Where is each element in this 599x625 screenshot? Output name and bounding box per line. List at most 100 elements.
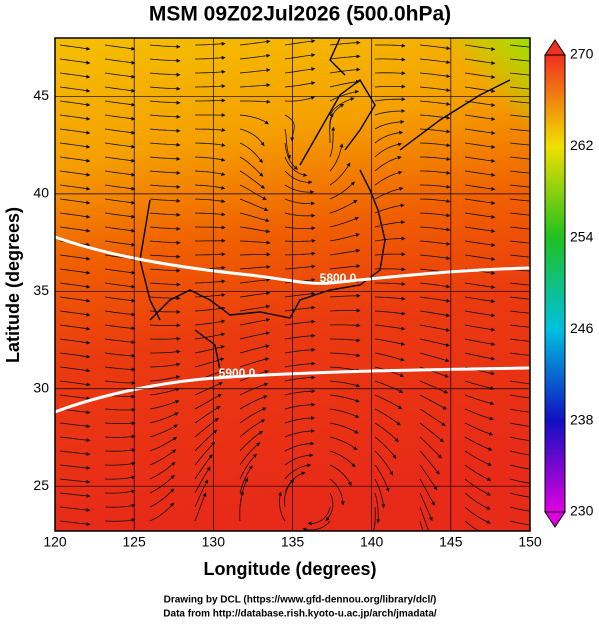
streamline (104, 434, 136, 439)
streamline (239, 264, 271, 270)
streamline (149, 400, 180, 410)
streamline (104, 296, 136, 303)
streamline (374, 394, 403, 410)
streamline (464, 184, 496, 191)
streamline (284, 198, 316, 206)
streamline (104, 366, 136, 372)
streamline (104, 212, 136, 219)
streamline (509, 282, 530, 286)
streamline (374, 71, 406, 76)
streamline (374, 338, 406, 346)
streamline (149, 170, 181, 175)
streamline (284, 463, 312, 480)
streamline (104, 282, 136, 289)
streamline (239, 114, 269, 125)
streamline (464, 394, 495, 406)
streamline (194, 417, 219, 438)
streamline (104, 461, 136, 466)
streamline (329, 143, 344, 172)
streamline (59, 212, 91, 219)
streamline (149, 198, 181, 203)
coastline (139, 38, 511, 371)
streamline (329, 79, 361, 88)
streamline (239, 156, 264, 177)
x-tick-label: 150 (518, 534, 542, 550)
streamline (509, 408, 530, 413)
streamline (329, 408, 360, 418)
streamline (374, 324, 406, 331)
streamline (509, 128, 530, 132)
streamline (329, 67, 361, 74)
contour-label: 5900.0 (219, 366, 256, 380)
streamline (464, 478, 491, 496)
streamline (239, 407, 267, 424)
streamline (104, 475, 136, 480)
streamline (419, 450, 440, 475)
streamline (284, 142, 299, 170)
streamline (194, 332, 226, 340)
y-tick-label: 40 (33, 185, 49, 201)
streamline (149, 323, 181, 328)
streamline (509, 324, 530, 328)
streamline (194, 212, 226, 217)
streamline (59, 436, 91, 443)
x-tick-label: 140 (360, 534, 384, 550)
streamline (239, 252, 271, 257)
streamline (194, 142, 226, 147)
streamline (419, 58, 451, 65)
streamline (509, 240, 530, 244)
streamline (419, 422, 444, 443)
streamline (329, 54, 361, 60)
streamline (329, 126, 336, 158)
streamline (419, 212, 451, 218)
streamline (149, 424, 178, 438)
streamline (149, 86, 181, 91)
colorbar (544, 54, 566, 513)
streamline (329, 436, 358, 450)
streamline (374, 408, 401, 426)
streamline (59, 268, 91, 275)
streamline (104, 310, 136, 317)
streamline (284, 53, 316, 60)
streamline (464, 380, 495, 391)
streamline (374, 84, 406, 89)
streamline (149, 268, 181, 273)
streamline (239, 490, 244, 522)
streamline (239, 170, 265, 189)
streamline (284, 81, 316, 88)
x-tick-label: 135 (281, 534, 305, 550)
streamline (239, 291, 271, 298)
streamline (374, 310, 406, 316)
streamline (239, 357, 270, 368)
streamline (284, 333, 316, 340)
streamline (104, 184, 136, 191)
streamline (373, 520, 376, 531)
streamline (509, 506, 530, 512)
colorbar-tick-label: 230 (570, 503, 594, 519)
streamline (464, 324, 496, 332)
streamline (104, 156, 136, 163)
streamline (374, 109, 406, 116)
streamline (374, 236, 406, 242)
streamline (59, 338, 91, 345)
streamline (464, 464, 492, 481)
plot-area: 5800.0 5900.0 (55, 38, 530, 531)
streamline (284, 212, 316, 218)
streamline (284, 429, 315, 438)
contour (55, 366, 530, 414)
streamline (509, 422, 530, 427)
streamline (59, 72, 91, 79)
streamline (509, 72, 530, 76)
streamline (374, 142, 403, 158)
streamline (464, 436, 493, 451)
streamline (149, 226, 181, 231)
streamline (464, 44, 496, 51)
streamline (419, 352, 450, 363)
streamline (307, 506, 331, 526)
streamline (284, 96, 316, 102)
streamline (149, 282, 181, 287)
streamline (239, 198, 269, 212)
streamline (329, 323, 361, 328)
streamline (104, 58, 136, 65)
